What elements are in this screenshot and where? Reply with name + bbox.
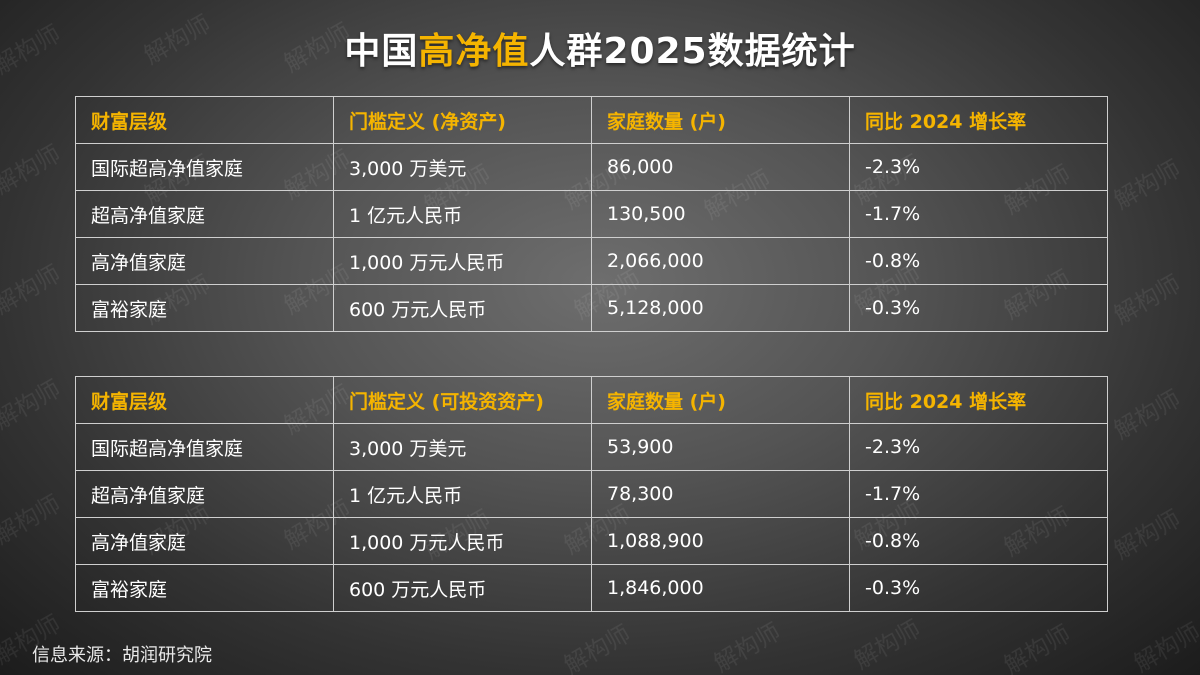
cell-wealth-tier: 富裕家庭 xyxy=(75,284,334,332)
header-threshold: 门槛定义 (净资产) xyxy=(333,96,592,144)
page-title: 中国高净值人群2025数据统计 xyxy=(0,22,1200,74)
watermark: 解构师 xyxy=(1109,154,1186,215)
table-header-row: 财富层级 门槛定义 (净资产) 家庭数量 (户) 同比 2024 增长率 xyxy=(75,96,1108,144)
table-row: 国际超高净值家庭 3,000 万美元 53,900 -2.3% xyxy=(75,423,1108,471)
watermark: 解构师 xyxy=(0,259,66,320)
table-row: 国际超高净值家庭 3,000 万美元 86,000 -2.3% xyxy=(75,143,1108,191)
watermark: 解构师 xyxy=(0,374,66,435)
watermark: 解构师 xyxy=(1109,269,1186,330)
header-wealth-tier: 财富层级 xyxy=(75,376,334,424)
cell-threshold: 1,000 万元人民币 xyxy=(333,517,592,565)
watermark: 解构师 xyxy=(999,619,1076,675)
cell-wealth-tier: 国际超高净值家庭 xyxy=(75,423,334,471)
watermark: 解构师 xyxy=(1129,617,1200,675)
watermark: 解构师 xyxy=(559,619,636,675)
cell-yoy-growth: -2.3% xyxy=(849,423,1108,471)
cell-threshold: 3,000 万美元 xyxy=(333,143,592,191)
source-note: 信息来源：胡润研究院 xyxy=(32,645,212,666)
cell-household-count: 5,128,000 xyxy=(591,284,850,332)
watermark: 解构师 xyxy=(0,489,66,550)
cell-household-count: 1,846,000 xyxy=(591,564,850,612)
watermark: 解构师 xyxy=(1109,384,1186,445)
header-household-count: 家庭数量 (户) xyxy=(591,96,850,144)
cell-threshold: 1 亿元人民币 xyxy=(333,470,592,518)
table-row: 高净值家庭 1,000 万元人民币 1,088,900 -0.8% xyxy=(75,517,1108,565)
investable-assets-table: 财富层级 门槛定义 (可投资资产) 家庭数量 (户) 同比 2024 增长率 国… xyxy=(75,376,1108,612)
cell-yoy-growth: -2.3% xyxy=(849,143,1108,191)
cell-household-count: 1,088,900 xyxy=(591,517,850,565)
cell-wealth-tier: 高净值家庭 xyxy=(75,517,334,565)
cell-yoy-growth: -1.7% xyxy=(849,470,1108,518)
table-row: 富裕家庭 600 万元人民币 5,128,000 -0.3% xyxy=(75,284,1108,332)
cell-wealth-tier: 超高净值家庭 xyxy=(75,470,334,518)
watermark: 解构师 xyxy=(0,139,66,200)
header-threshold: 门槛定义 (可投资资产) xyxy=(333,376,592,424)
header-wealth-tier: 财富层级 xyxy=(75,96,334,144)
cell-threshold: 1,000 万元人民币 xyxy=(333,237,592,285)
table-row: 高净值家庭 1,000 万元人民币 2,066,000 -0.8% xyxy=(75,237,1108,285)
watermark: 解构师 xyxy=(849,614,926,675)
watermark: 解构师 xyxy=(1109,504,1186,565)
cell-household-count: 2,066,000 xyxy=(591,237,850,285)
cell-wealth-tier: 高净值家庭 xyxy=(75,237,334,285)
cell-yoy-growth: -0.8% xyxy=(849,237,1108,285)
table-row: 超高净值家庭 1 亿元人民币 78,300 -1.7% xyxy=(75,470,1108,518)
cell-threshold: 1 亿元人民币 xyxy=(333,190,592,238)
cell-yoy-growth: -0.3% xyxy=(849,284,1108,332)
cell-yoy-growth: -1.7% xyxy=(849,190,1108,238)
cell-household-count: 86,000 xyxy=(591,143,850,191)
cell-household-count: 130,500 xyxy=(591,190,850,238)
cell-wealth-tier: 超高净值家庭 xyxy=(75,190,334,238)
header-yoy-growth: 同比 2024 增长率 xyxy=(849,96,1108,144)
title-part1: 中国 xyxy=(344,31,419,72)
watermark: 解构师 xyxy=(709,617,786,675)
table-header-row: 财富层级 门槛定义 (可投资资产) 家庭数量 (户) 同比 2024 增长率 xyxy=(75,376,1108,424)
net-assets-table: 财富层级 门槛定义 (净资产) 家庭数量 (户) 同比 2024 增长率 国际超… xyxy=(75,96,1108,332)
cell-household-count: 78,300 xyxy=(591,470,850,518)
cell-wealth-tier: 富裕家庭 xyxy=(75,564,334,612)
header-yoy-growth: 同比 2024 增长率 xyxy=(849,376,1108,424)
cell-yoy-growth: -0.3% xyxy=(849,564,1108,612)
cell-wealth-tier: 国际超高净值家庭 xyxy=(75,143,334,191)
table-row: 富裕家庭 600 万元人民币 1,846,000 -0.3% xyxy=(75,564,1108,612)
header-household-count: 家庭数量 (户) xyxy=(591,376,850,424)
title-accent: 高净值 xyxy=(418,31,530,72)
cell-household-count: 53,900 xyxy=(591,423,850,471)
cell-threshold: 600 万元人民币 xyxy=(333,284,592,332)
title-part2: 人群2025数据统计 xyxy=(529,31,856,72)
cell-yoy-growth: -0.8% xyxy=(849,517,1108,565)
table-row: 超高净值家庭 1 亿元人民币 130,500 -1.7% xyxy=(75,190,1108,238)
cell-threshold: 3,000 万美元 xyxy=(333,423,592,471)
cell-threshold: 600 万元人民币 xyxy=(333,564,592,612)
